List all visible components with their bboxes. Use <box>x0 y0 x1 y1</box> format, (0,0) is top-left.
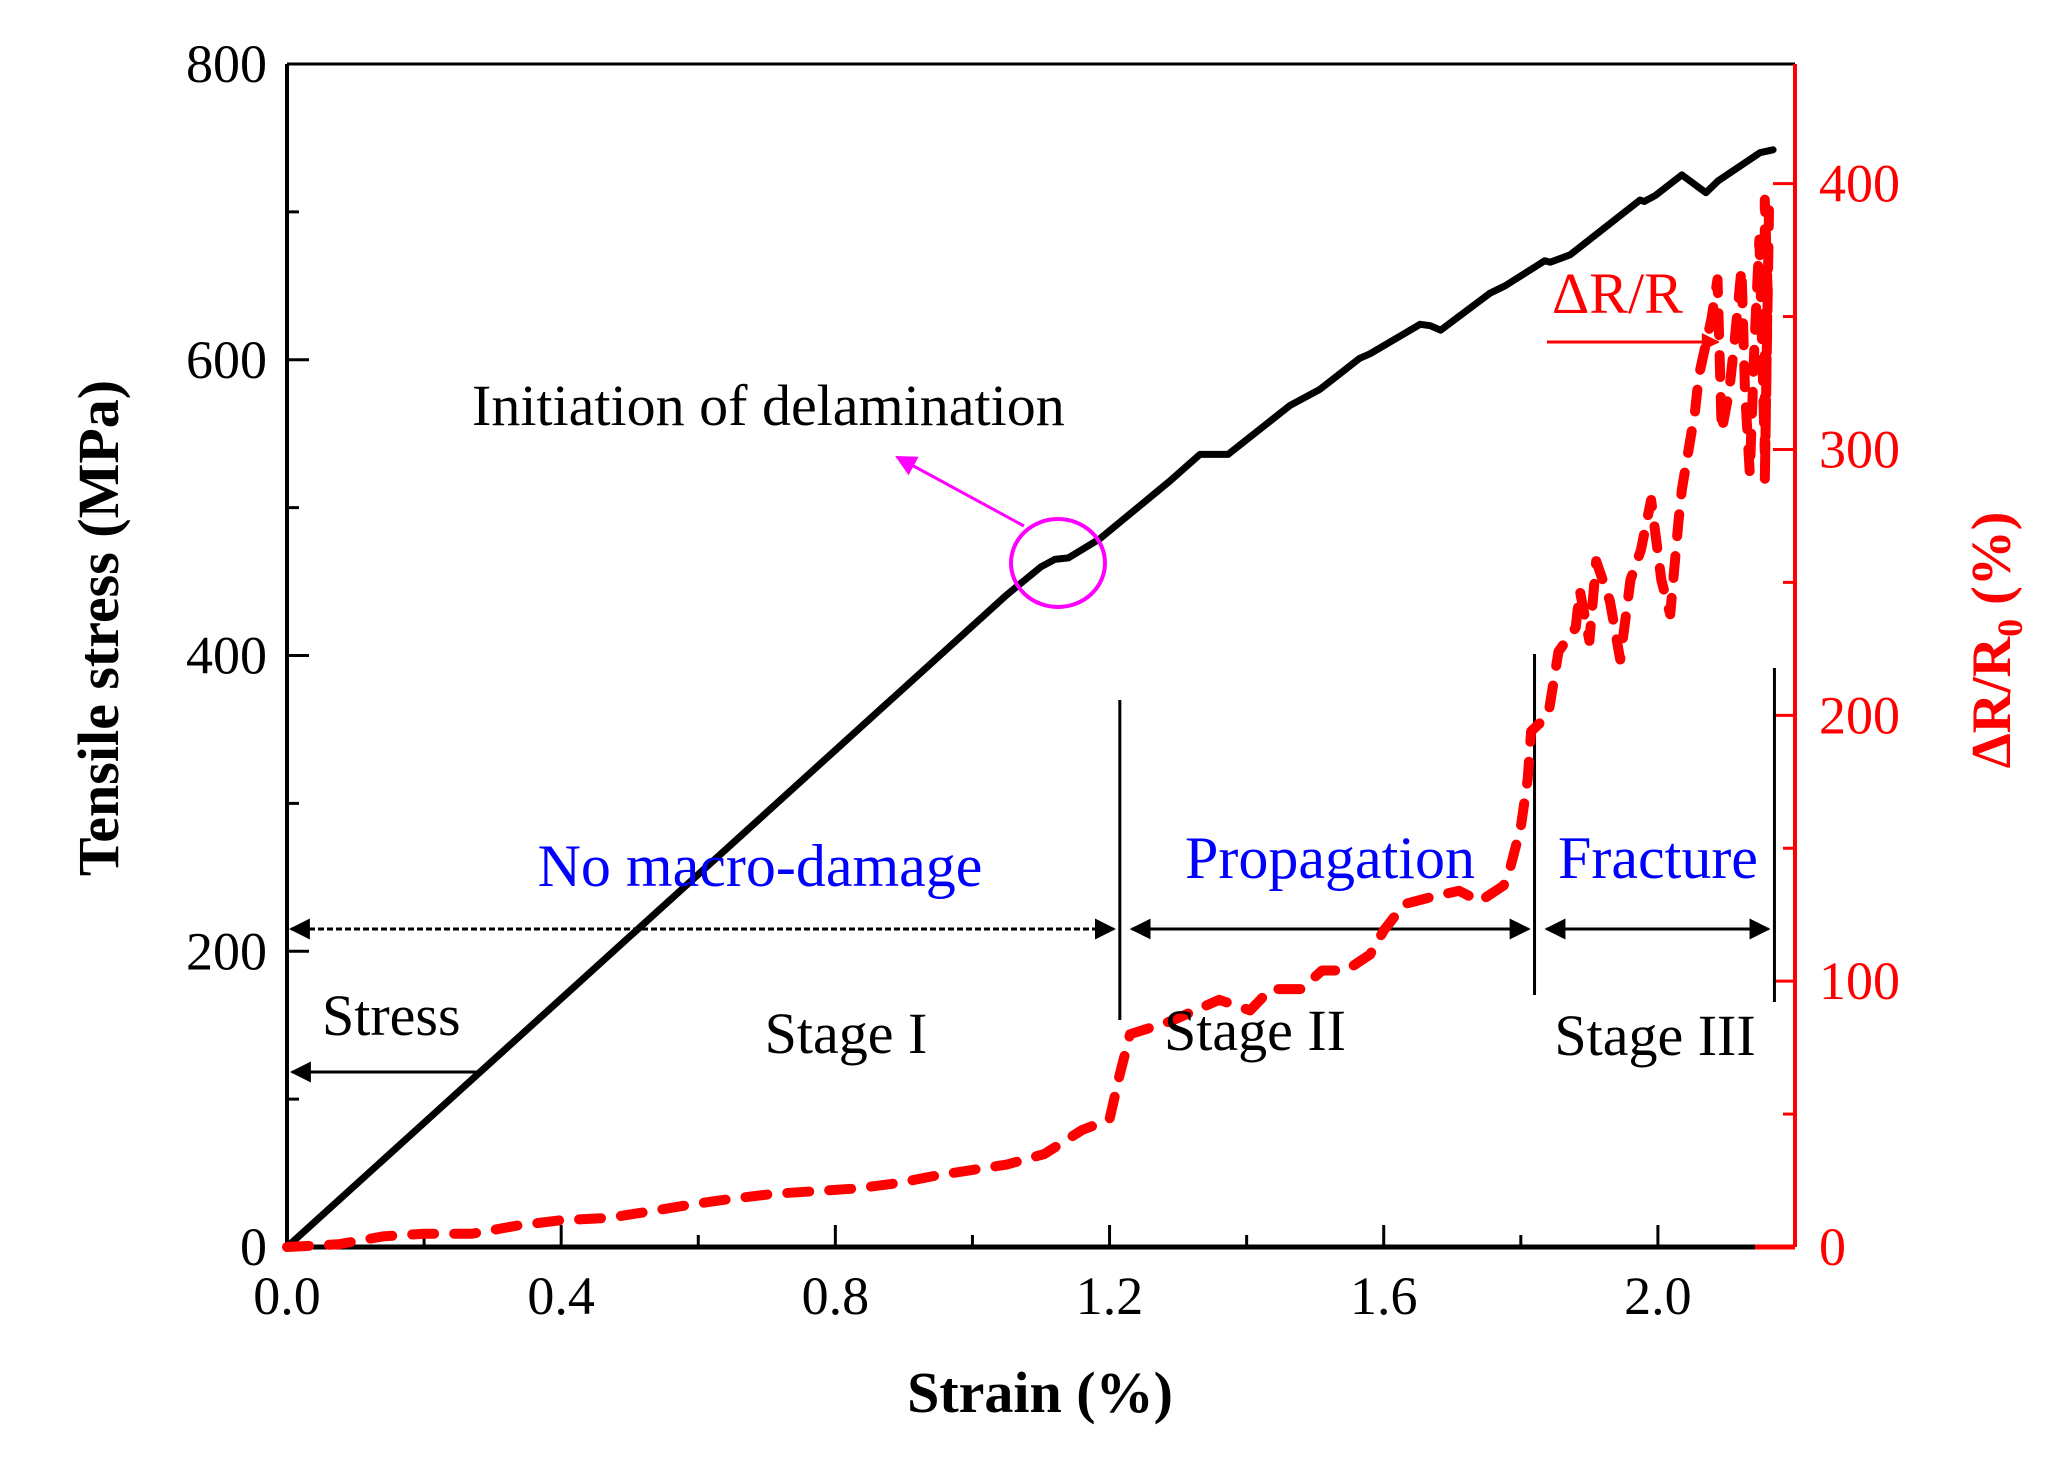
x-tick-label: 1.2 <box>1076 1266 1144 1326</box>
y-right-axis-title-main: ΔR/R <box>1961 636 2023 768</box>
stage-1-label: Stage I <box>765 1001 928 1066</box>
x-tick-label: 2.0 <box>1624 1266 1692 1326</box>
x-axis-title: Strain (%) <box>907 1360 1173 1425</box>
axes-group <box>285 62 1797 1250</box>
stress-series-label: Stress <box>322 983 461 1048</box>
delamination-circle <box>1009 517 1107 609</box>
y-right-tick-label: 100 <box>1819 951 1900 1011</box>
y-right-axis-title: ΔR/R0 (%) <box>1961 512 2030 769</box>
resistance-series-line <box>282 194 1774 1252</box>
stage-3-label: Stage III <box>1554 1003 1755 1068</box>
delamination-arrow <box>895 455 1025 528</box>
x-tick-label: 0.8 <box>802 1266 870 1326</box>
y-right-tick-label: 400 <box>1819 154 1900 214</box>
resistance-series-label: ΔR/R <box>1552 261 1683 326</box>
y-right-tick-label: 0 <box>1819 1217 1846 1277</box>
y-left-axis-title: Tensile stress (MPa) <box>66 380 131 876</box>
y-left-tick-label: 400 <box>186 626 267 686</box>
y-right-axis-title-unit: (%) <box>1961 512 2023 619</box>
stage-2-label: Stage II <box>1164 998 1346 1063</box>
y-right-axis-title-subscript: 0 <box>1990 619 2030 637</box>
y-left-tick-label: 200 <box>186 921 267 981</box>
y-right-tick-label: 300 <box>1819 419 1900 479</box>
x-tick-label: 1.6 <box>1350 1266 1418 1326</box>
ticks-group: 0.0 0.4 0.8 1.2 1.6 2.0 0 200 400 600 800 0 100 200 30… <box>186 34 1900 1326</box>
stage-markers-group <box>288 654 1776 1020</box>
y-left-tick-label: 0 <box>240 1217 267 1277</box>
series-group <box>282 146 1777 1252</box>
stage-1-title: No macro-damage <box>538 833 983 899</box>
stage-2-title: Propagation <box>1185 825 1475 891</box>
y-left-tick-label: 600 <box>186 330 267 390</box>
x-tick-label: 0.4 <box>527 1266 595 1326</box>
x-tick-label: 0.0 <box>253 1266 321 1326</box>
y-left-tick-label: 800 <box>186 34 267 94</box>
stress-series-line <box>283 146 1777 1251</box>
y-right-tick-label: 200 <box>1819 685 1900 745</box>
delamination-annotation: Initiation of delamination <box>472 373 1065 438</box>
stage-3-title: Fracture <box>1558 825 1758 891</box>
